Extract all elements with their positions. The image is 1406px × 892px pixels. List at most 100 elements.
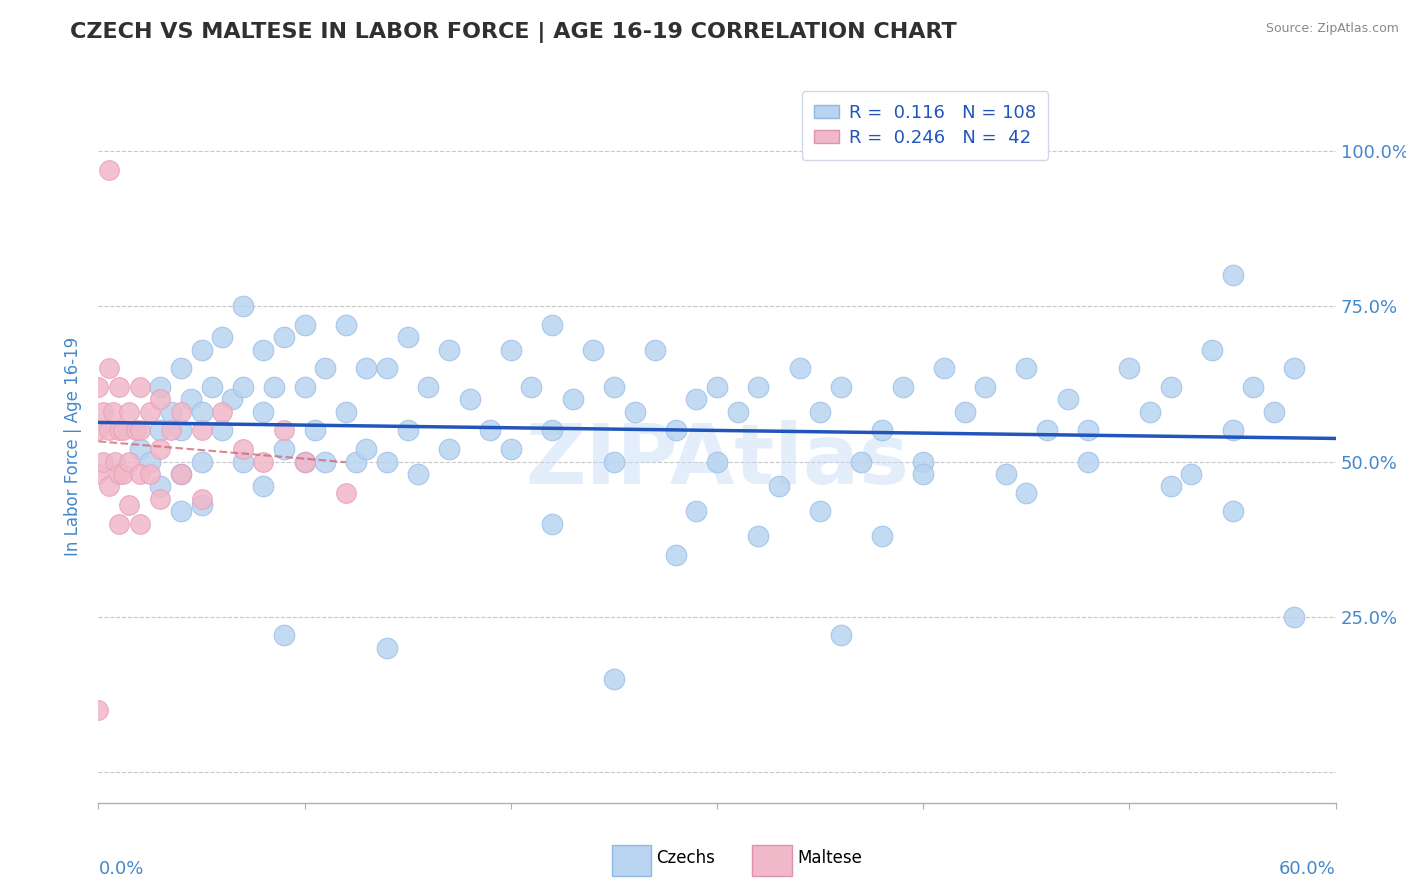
- Text: Czechs: Czechs: [657, 848, 716, 867]
- Point: [104, 454, 127, 468]
- Point: [335, 318, 357, 332]
- Point: [252, 343, 274, 357]
- Point: [232, 442, 254, 456]
- Point: [304, 424, 326, 438]
- Point: [108, 380, 131, 394]
- Point: [1015, 361, 1038, 376]
- Point: [232, 454, 254, 468]
- Point: [170, 467, 193, 481]
- Point: [1056, 392, 1078, 407]
- Point: [314, 454, 336, 468]
- Point: [499, 343, 522, 357]
- Point: [294, 454, 316, 468]
- Point: [1139, 405, 1161, 419]
- Y-axis label: In Labor Force | Age 16-19: In Labor Force | Age 16-19: [65, 336, 83, 556]
- Point: [830, 380, 852, 394]
- Point: [1222, 268, 1244, 283]
- Point: [190, 405, 212, 419]
- Point: [1015, 485, 1038, 500]
- Point: [211, 424, 233, 438]
- Point: [1077, 424, 1099, 438]
- Point: [112, 424, 135, 438]
- FancyBboxPatch shape: [612, 846, 651, 876]
- Point: [97, 162, 120, 177]
- Point: [1222, 424, 1244, 438]
- Point: [190, 491, 212, 506]
- Text: CZECH VS MALTESE IN LABOR FORCE | AGE 16-19 CORRELATION CHART: CZECH VS MALTESE IN LABOR FORCE | AGE 16…: [70, 22, 957, 44]
- Point: [139, 467, 162, 481]
- Point: [789, 361, 811, 376]
- Point: [190, 498, 212, 512]
- Point: [190, 454, 212, 468]
- Point: [221, 392, 243, 407]
- Point: [211, 405, 233, 419]
- Text: ZIPAtlas: ZIPAtlas: [524, 420, 910, 500]
- Point: [1222, 504, 1244, 518]
- Point: [375, 640, 398, 655]
- Point: [128, 516, 150, 531]
- Point: [97, 361, 120, 376]
- Point: [128, 424, 150, 438]
- Point: [232, 299, 254, 313]
- Point: [932, 361, 955, 376]
- Point: [1201, 343, 1223, 357]
- Point: [252, 454, 274, 468]
- Point: [912, 467, 935, 481]
- Point: [108, 516, 131, 531]
- Point: [159, 405, 181, 419]
- Point: [541, 516, 564, 531]
- Point: [356, 442, 378, 456]
- Point: [1263, 405, 1285, 419]
- Point: [149, 479, 172, 493]
- Point: [685, 392, 707, 407]
- Point: [170, 405, 193, 419]
- Point: [118, 405, 141, 419]
- Point: [190, 343, 212, 357]
- Point: [108, 467, 131, 481]
- Point: [294, 318, 316, 332]
- Point: [603, 454, 626, 468]
- Point: [974, 380, 997, 394]
- Point: [232, 380, 254, 394]
- Point: [149, 442, 172, 456]
- Point: [665, 548, 688, 562]
- Point: [375, 361, 398, 376]
- Point: [953, 405, 976, 419]
- Point: [124, 424, 146, 438]
- Point: [128, 442, 150, 456]
- Text: 0.0%: 0.0%: [98, 860, 143, 878]
- Point: [1180, 467, 1202, 481]
- Point: [1077, 454, 1099, 468]
- Point: [1036, 424, 1059, 438]
- Point: [108, 424, 131, 438]
- FancyBboxPatch shape: [752, 846, 792, 876]
- Legend: R =  0.116   N = 108, R =  0.246   N =  42: R = 0.116 N = 108, R = 0.246 N = 42: [801, 91, 1049, 160]
- Point: [458, 392, 481, 407]
- Point: [418, 380, 440, 394]
- Point: [356, 361, 378, 376]
- Point: [541, 424, 564, 438]
- Point: [994, 467, 1017, 481]
- Point: [1284, 361, 1306, 376]
- Point: [201, 380, 224, 394]
- Point: [768, 479, 790, 493]
- Point: [170, 504, 193, 518]
- Point: [396, 424, 419, 438]
- Point: [747, 380, 769, 394]
- Point: [623, 405, 645, 419]
- Point: [437, 442, 460, 456]
- Point: [149, 491, 172, 506]
- Point: [273, 330, 295, 344]
- Point: [97, 424, 120, 438]
- Point: [128, 380, 150, 394]
- Point: [139, 454, 162, 468]
- Point: [273, 442, 295, 456]
- Point: [149, 392, 172, 407]
- Point: [87, 424, 110, 438]
- Point: [263, 380, 285, 394]
- Text: 60.0%: 60.0%: [1279, 860, 1336, 878]
- Point: [665, 424, 688, 438]
- Point: [118, 454, 141, 468]
- Point: [1241, 380, 1264, 394]
- Point: [747, 529, 769, 543]
